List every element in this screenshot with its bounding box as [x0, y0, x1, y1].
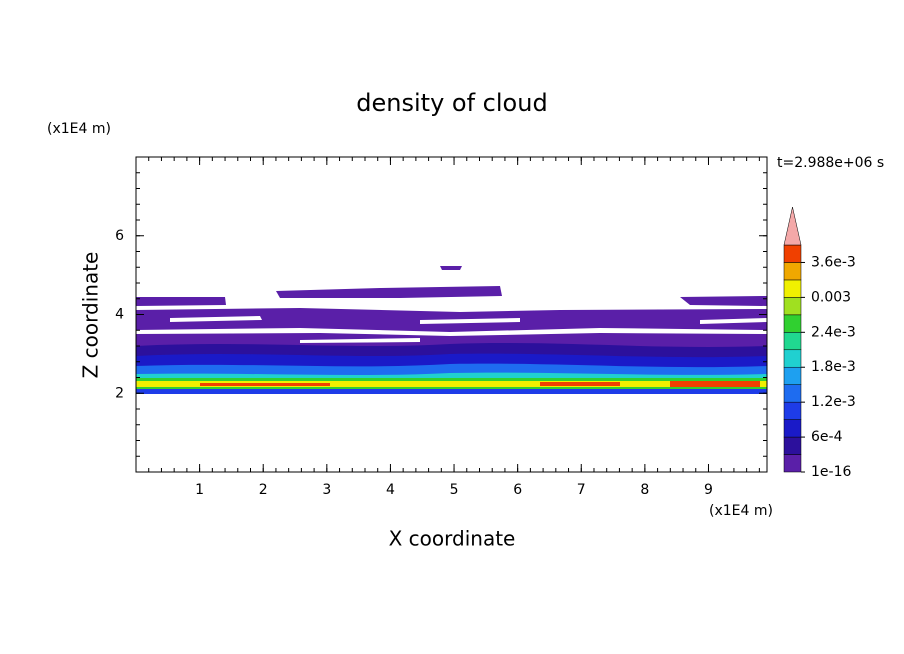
colorbar-tick-label: 3.6e-3 [811, 254, 856, 270]
colorbar-band [783, 401, 802, 420]
contour-field [136, 266, 767, 394]
colorbar-tick-label: 2.4e-3 [811, 324, 856, 340]
y-tick-label: 2 [115, 385, 124, 401]
colorbar-tick-label: 1.2e-3 [811, 394, 856, 410]
colorbar-band [783, 384, 802, 403]
colorbar-band [783, 366, 802, 385]
x-tick-label: 8 [640, 482, 649, 498]
y-tick-label: 6 [115, 228, 124, 244]
x-tick-label: 5 [450, 482, 459, 498]
colorbar-band [783, 279, 802, 298]
y-unit: (x1E4 m) [47, 121, 111, 137]
colorbar-band [783, 349, 802, 368]
y-axis-label: Z coordinate [79, 252, 103, 379]
colorbar-band [783, 262, 802, 281]
x-tick-label: 1 [195, 482, 204, 498]
x-tick-label: 3 [322, 482, 331, 498]
x-tick-label: 2 [259, 482, 268, 498]
annotation: t=2.988e+06 s [777, 155, 884, 171]
colorbar-tick-label: 1.8e-3 [811, 359, 856, 375]
colorbar-tick-label: 0.003 [811, 289, 851, 305]
x-tick-label: 7 [577, 482, 586, 498]
x-tick-label: 9 [704, 482, 713, 498]
colorbar-extend [783, 206, 802, 246]
colorbar-band [783, 314, 802, 333]
y-tick-label: 4 [115, 307, 124, 323]
colorbar-band [783, 244, 802, 263]
colorbar-band [783, 297, 802, 316]
x-axis-label: X coordinate [389, 527, 516, 551]
x-tick-label: 6 [513, 482, 522, 498]
colorbar-band [783, 454, 802, 473]
colorbar-band [783, 436, 802, 455]
x-tick-label: 4 [386, 482, 395, 498]
chart-title: density of cloud [356, 89, 547, 117]
x-unit: (x1E4 m) [709, 503, 773, 519]
colorbar-band [783, 332, 802, 351]
colorbar-band [783, 419, 802, 438]
colorbar-tick-label: 1e-16 [811, 464, 851, 480]
colorbar-tick-label: 6e-4 [811, 429, 843, 445]
